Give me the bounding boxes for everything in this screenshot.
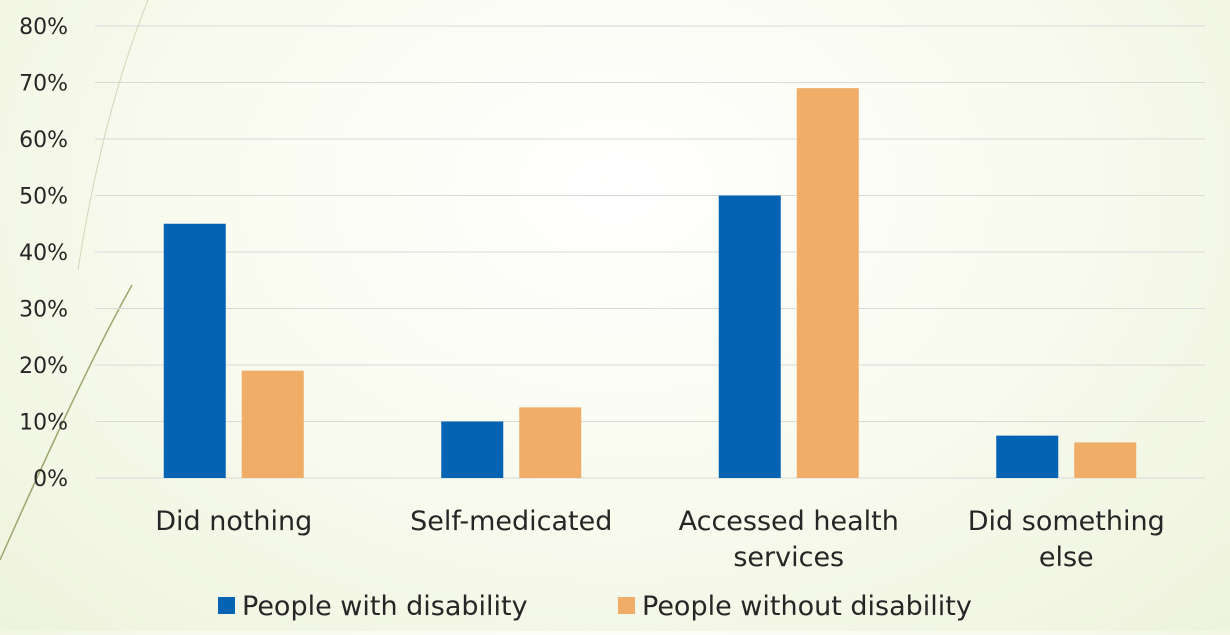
y-tick-label: 40% — [19, 241, 68, 266]
bar-with-disability — [718, 195, 781, 478]
x-axis-category-labels: Did nothing Self-medicated Accessed health… — [155, 506, 1165, 573]
legend: People with disability People without dis… — [218, 591, 972, 622]
y-tick-label: 80% — [19, 15, 68, 40]
slide-decoration-line — [77, 0, 149, 271]
bar-with-disability — [441, 421, 504, 478]
x-category-label: Did nothing — [155, 506, 312, 537]
y-tick-label: 10% — [19, 411, 68, 436]
legend-swatch — [218, 597, 235, 614]
bar-without-disability — [241, 370, 304, 478]
x-category-label: Self-medicated — [410, 506, 612, 537]
y-tick-label: 20% — [19, 354, 68, 379]
y-tick-label: 50% — [19, 185, 68, 210]
x-category-label: Accessed health services — [679, 506, 899, 573]
bars — [163, 88, 1137, 479]
y-tick-label: 60% — [19, 128, 68, 153]
x-category-label: Did something else — [968, 506, 1165, 573]
y-tick-label: 70% — [19, 72, 68, 97]
legend-label: People without disability — [642, 591, 972, 622]
y-tick-label: 0% — [33, 467, 68, 492]
bar-without-disability — [796, 88, 859, 479]
bar-with-disability — [163, 223, 226, 478]
slide-decoration-line-lower — [0, 284, 133, 561]
bar-without-disability — [1074, 442, 1137, 478]
y-axis-tick-labels: 0% 10% 20% 30% 40% 50% 60% 70% 80% — [19, 15, 68, 492]
legend-label: People with disability — [242, 591, 528, 622]
legend-swatch — [618, 597, 635, 614]
y-tick-label: 30% — [19, 298, 68, 323]
bar-with-disability — [996, 435, 1059, 478]
bar-without-disability — [519, 407, 582, 478]
